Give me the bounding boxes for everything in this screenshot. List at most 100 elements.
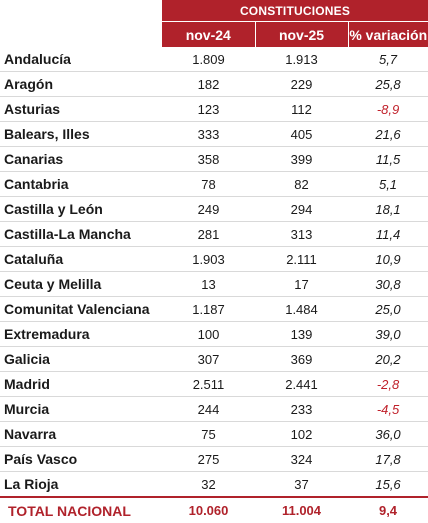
region-name: Aragón — [0, 71, 162, 97]
table-row: Castilla-La Mancha 281 313 11,4 — [0, 221, 428, 247]
value-variacion: -4,5 — [348, 396, 428, 422]
value-nov24: 1.903 — [162, 246, 255, 272]
value-variacion: 11,5 — [348, 146, 428, 172]
table-row: Asturias 123 112 -8,9 — [0, 96, 428, 122]
region-name: Murcia — [0, 396, 162, 422]
value-nov25: 37 — [255, 471, 348, 498]
table-header: CONSTITUCIONES nov-24 nov-25 % variación — [0, 0, 428, 47]
value-nov24: 333 — [162, 121, 255, 147]
value-nov25: 369 — [255, 346, 348, 372]
value-variacion: 21,6 — [348, 121, 428, 147]
value-nov24: 1.809 — [162, 47, 255, 72]
value-nov24: 182 — [162, 71, 255, 97]
table-row: Aragón 182 229 25,8 — [0, 71, 428, 97]
table-row: Madrid 2.511 2.441 -2,8 — [0, 371, 428, 397]
total-nov24: 10.060 — [162, 496, 255, 523]
value-nov24: 123 — [162, 96, 255, 122]
region-name: Andalucía — [0, 47, 162, 72]
value-variacion: 15,6 — [348, 471, 428, 498]
column-header-variacion: % variación — [347, 21, 428, 47]
region-name: Cantabria — [0, 171, 162, 197]
table-row: Navarra 75 102 36,0 — [0, 421, 428, 447]
table-row: País Vasco 275 324 17,8 — [0, 446, 428, 472]
total-variacion: 9,4 — [348, 496, 428, 523]
total-nov25: 11.004 — [255, 496, 348, 523]
value-variacion: 25,0 — [348, 296, 428, 322]
value-variacion: -2,8 — [348, 371, 428, 397]
value-nov24: 281 — [162, 221, 255, 247]
value-variacion: 18,1 — [348, 196, 428, 222]
value-nov25: 1.484 — [255, 296, 348, 322]
value-variacion: 39,0 — [348, 321, 428, 347]
column-header-nov24: nov-24 — [162, 21, 255, 47]
region-name: Extremadura — [0, 321, 162, 347]
value-nov24: 358 — [162, 146, 255, 172]
value-nov25: 233 — [255, 396, 348, 422]
value-nov24: 13 — [162, 271, 255, 297]
value-nov24: 307 — [162, 346, 255, 372]
region-name: Ceuta y Melilla — [0, 271, 162, 297]
region-name: Asturias — [0, 96, 162, 122]
value-variacion: 10,9 — [348, 246, 428, 272]
table-row: La Rioja 32 37 15,6 — [0, 471, 428, 498]
table-row: Castilla y León 249 294 18,1 — [0, 196, 428, 222]
region-name: Navarra — [0, 421, 162, 447]
region-name: Canarias — [0, 146, 162, 172]
region-name: Galicia — [0, 346, 162, 372]
table-row: Galicia 307 369 20,2 — [0, 346, 428, 372]
table-body: Andalucía 1.809 1.913 5,7 Aragón 182 229 25,8 As… — [0, 47, 428, 523]
table-row: Canarias 358 399 11,5 — [0, 146, 428, 172]
value-variacion: 25,8 — [348, 71, 428, 97]
value-nov25: 294 — [255, 196, 348, 222]
value-variacion: 36,0 — [348, 421, 428, 447]
region-name: La Rioja — [0, 471, 162, 498]
value-nov25: 112 — [255, 96, 348, 122]
value-variacion: 20,2 — [348, 346, 428, 372]
value-nov24: 32 — [162, 471, 255, 498]
value-variacion: 11,4 — [348, 221, 428, 247]
header-blank-cell — [0, 0, 162, 22]
value-nov25: 405 — [255, 121, 348, 147]
value-nov25: 229 — [255, 71, 348, 97]
value-nov25: 17 — [255, 271, 348, 297]
group-header-constituciones: CONSTITUCIONES — [162, 0, 428, 22]
value-nov24: 100 — [162, 321, 255, 347]
value-variacion: 5,1 — [348, 171, 428, 197]
value-nov25: 2.111 — [255, 246, 348, 272]
table-row: Balears, Illes 333 405 21,6 — [0, 121, 428, 147]
value-nov25: 82 — [255, 171, 348, 197]
table-row: Cantabria 78 82 5,1 — [0, 171, 428, 197]
table-row: Ceuta y Melilla 13 17 30,8 — [0, 271, 428, 297]
table-row: Murcia 244 233 -4,5 — [0, 396, 428, 422]
region-name: Castilla y León — [0, 196, 162, 222]
value-variacion: 5,7 — [348, 47, 428, 72]
table-row: Comunitat Valenciana 1.187 1.484 25,0 — [0, 296, 428, 322]
table-row: Extremadura 100 139 39,0 — [0, 321, 428, 347]
value-variacion: -8,9 — [348, 96, 428, 122]
header-row-columns: nov-24 nov-25 % variación — [0, 21, 428, 47]
value-nov24: 75 — [162, 421, 255, 447]
value-nov25: 324 — [255, 446, 348, 472]
total-label: TOTAL NACIONAL — [0, 496, 162, 523]
header-blank-cell — [0, 21, 162, 47]
value-nov24: 249 — [162, 196, 255, 222]
value-nov25: 399 — [255, 146, 348, 172]
value-nov24: 244 — [162, 396, 255, 422]
region-name: Cataluña — [0, 246, 162, 272]
region-name: País Vasco — [0, 446, 162, 472]
region-name: Madrid — [0, 371, 162, 397]
region-name: Comunitat Valenciana — [0, 296, 162, 322]
table-row: Andalucía 1.809 1.913 5,7 — [0, 47, 428, 72]
header-row-group: CONSTITUCIONES — [0, 0, 428, 22]
value-nov25: 2.441 — [255, 371, 348, 397]
region-name: Castilla-La Mancha — [0, 221, 162, 247]
value-variacion: 30,8 — [348, 271, 428, 297]
value-nov24: 1.187 — [162, 296, 255, 322]
value-nov25: 1.913 — [255, 47, 348, 72]
value-nov24: 2.511 — [162, 371, 255, 397]
total-row: TOTAL NACIONAL 10.060 11.004 9,4 — [0, 496, 428, 523]
column-header-nov25: nov-25 — [254, 21, 348, 47]
value-nov25: 313 — [255, 221, 348, 247]
